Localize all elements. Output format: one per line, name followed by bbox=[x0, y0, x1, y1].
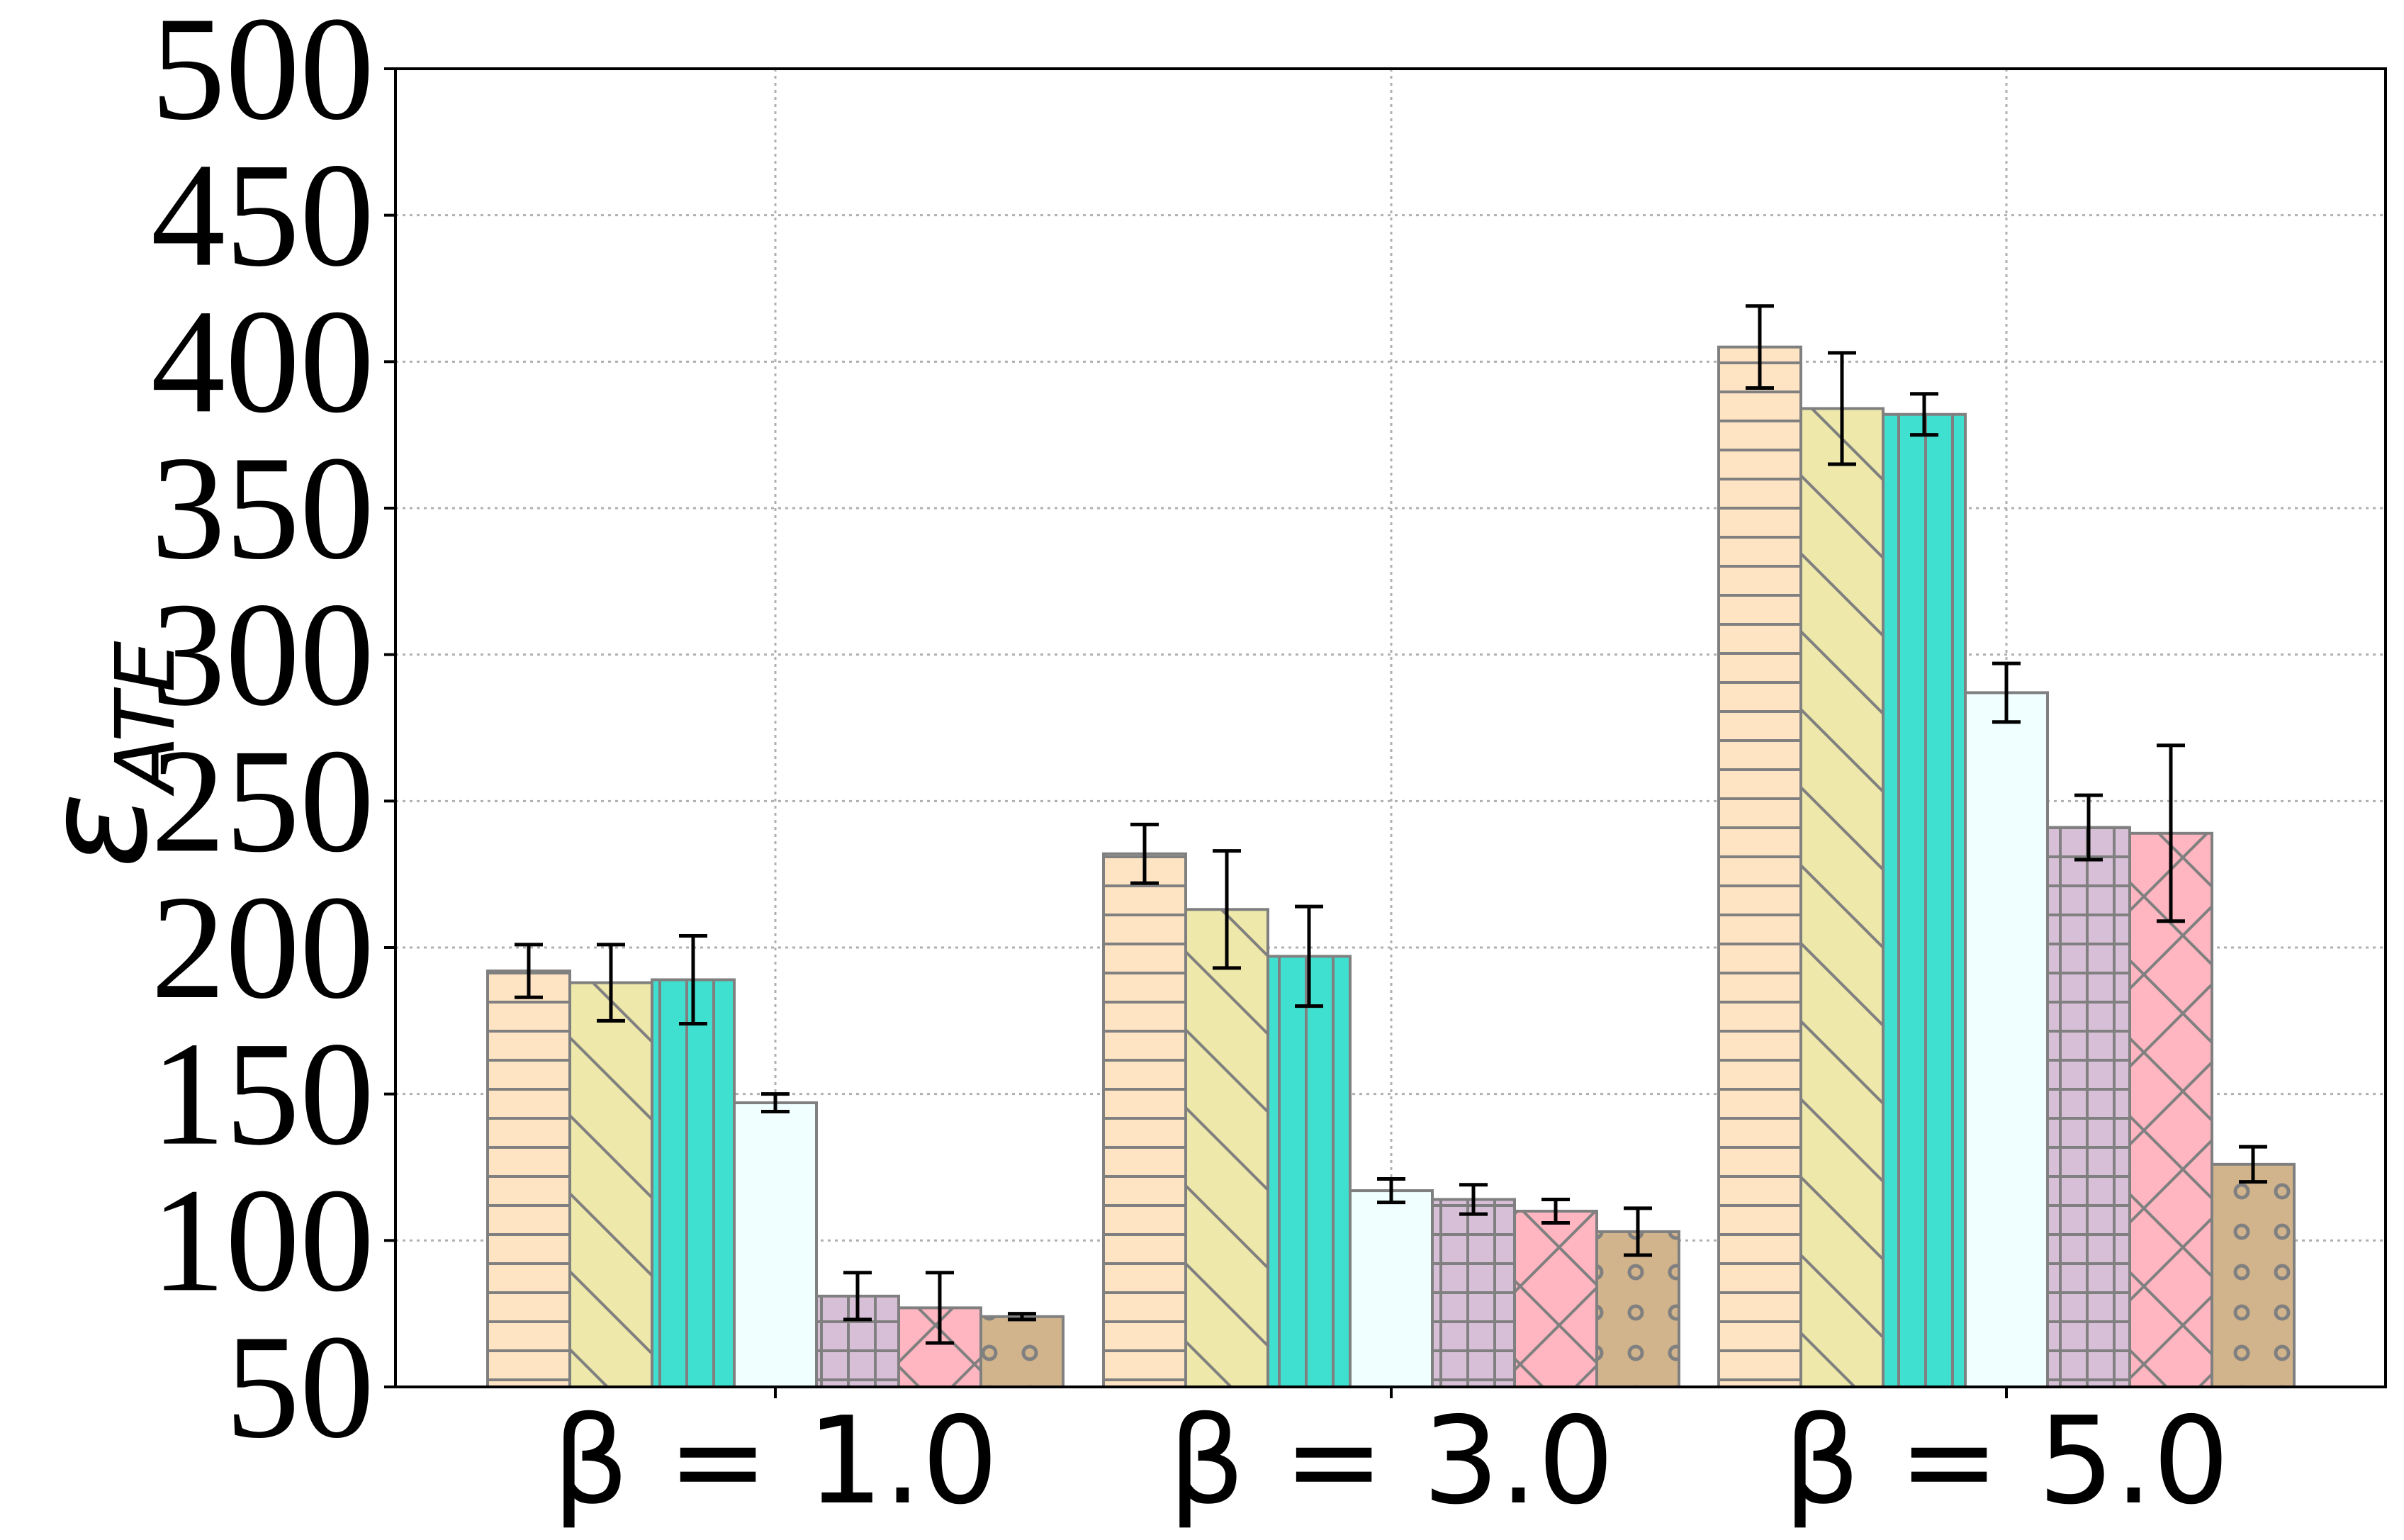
y-tick-label: 50 bbox=[225, 1305, 374, 1469]
bar-hatch-series-6-cat-2 bbox=[2130, 833, 2212, 1387]
y-tick-label: 150 bbox=[151, 1012, 374, 1176]
bar-hatch-series-3-cat-1 bbox=[1268, 956, 1350, 1387]
error-bar-series-1-cat-1 bbox=[1130, 822, 1159, 885]
y-tick-label: 500 bbox=[151, 0, 374, 151]
error-bars bbox=[515, 304, 2267, 1345]
error-bar-series-2-cat-2 bbox=[1828, 351, 1856, 466]
error-bar-series-2-cat-1 bbox=[1213, 849, 1241, 970]
y-tick-label: 200 bbox=[151, 865, 374, 1030]
error-bar-series-7-cat-2 bbox=[2239, 1145, 2267, 1184]
y-axis-label-sub: ATE bbox=[99, 641, 193, 797]
bars bbox=[486, 345, 2296, 1389]
x-tick-label: β = 3.0 bbox=[1168, 1391, 1614, 1531]
error-bar-series-6-cat-1 bbox=[1541, 1197, 1570, 1225]
x-tick-label: β = 1.0 bbox=[552, 1391, 998, 1531]
y-tick-label: 250 bbox=[151, 719, 374, 883]
y-axis-label: εATE bbox=[14, 641, 193, 869]
bar-hatch-series-3-cat-0 bbox=[652, 979, 734, 1387]
error-bar-series-1-cat-0 bbox=[515, 943, 543, 999]
bar-hatch-series-2-cat-0 bbox=[570, 982, 652, 1387]
x-tick-label: β = 5.0 bbox=[1783, 1391, 2229, 1531]
error-bar-series-2-cat-0 bbox=[597, 943, 625, 1023]
error-bar-series-7-cat-0 bbox=[1008, 1312, 1036, 1322]
error-bar-series-5-cat-2 bbox=[2074, 793, 2103, 862]
bar-hatch-series-1-cat-1 bbox=[1103, 853, 1186, 1387]
bar-hatch-series-2-cat-1 bbox=[1186, 909, 1268, 1387]
error-bar-series-3-cat-2 bbox=[1910, 392, 1938, 437]
bar-hatch-series-5-cat-2 bbox=[2048, 827, 2130, 1387]
bar-hatch-series-5-cat-1 bbox=[1432, 1199, 1515, 1387]
error-bar-series-5-cat-1 bbox=[1459, 1183, 1488, 1216]
bar-hatch-series-3-cat-2 bbox=[1883, 414, 1965, 1387]
y-tick-label: 100 bbox=[151, 1158, 374, 1322]
y-tick-label: 400 bbox=[151, 279, 374, 444]
y-tick-label: 350 bbox=[151, 426, 374, 590]
bar-hatch-series-1-cat-0 bbox=[488, 971, 570, 1387]
y-axis-label-main: ε bbox=[14, 792, 179, 869]
error-bar-series-4-cat-0 bbox=[761, 1092, 790, 1113]
error-bar-series-6-cat-0 bbox=[926, 1271, 954, 1345]
error-bar-series-7-cat-1 bbox=[1624, 1206, 1652, 1257]
error-bar-series-5-cat-0 bbox=[843, 1271, 872, 1322]
error-bar-series-4-cat-2 bbox=[1992, 661, 2021, 724]
error-bar-series-3-cat-0 bbox=[679, 933, 707, 1025]
error-bar-series-3-cat-1 bbox=[1295, 904, 1323, 1008]
bar-hatch-series-7-cat-2 bbox=[2212, 1164, 2294, 1387]
bar-series-4-cat-2 bbox=[1965, 692, 2048, 1387]
y-tick-label: 450 bbox=[151, 133, 374, 298]
error-bar-series-1-cat-2 bbox=[1746, 304, 1774, 390]
bar-hatch-series-7-cat-0 bbox=[981, 1316, 1063, 1387]
bar-hatch-series-6-cat-1 bbox=[1515, 1211, 1597, 1387]
bar-series-4-cat-1 bbox=[1350, 1191, 1432, 1387]
error-bar-series-4-cat-1 bbox=[1377, 1177, 1405, 1205]
bar-hatch-series-7-cat-1 bbox=[1597, 1231, 1679, 1387]
bar-hatch-series-1-cat-2 bbox=[1719, 347, 1801, 1388]
y-tick-label: 300 bbox=[151, 573, 374, 737]
bar-hatch-series-2-cat-2 bbox=[1801, 408, 1883, 1387]
error-bar-series-6-cat-2 bbox=[2157, 743, 2185, 923]
bar-series-4-cat-0 bbox=[734, 1103, 816, 1387]
